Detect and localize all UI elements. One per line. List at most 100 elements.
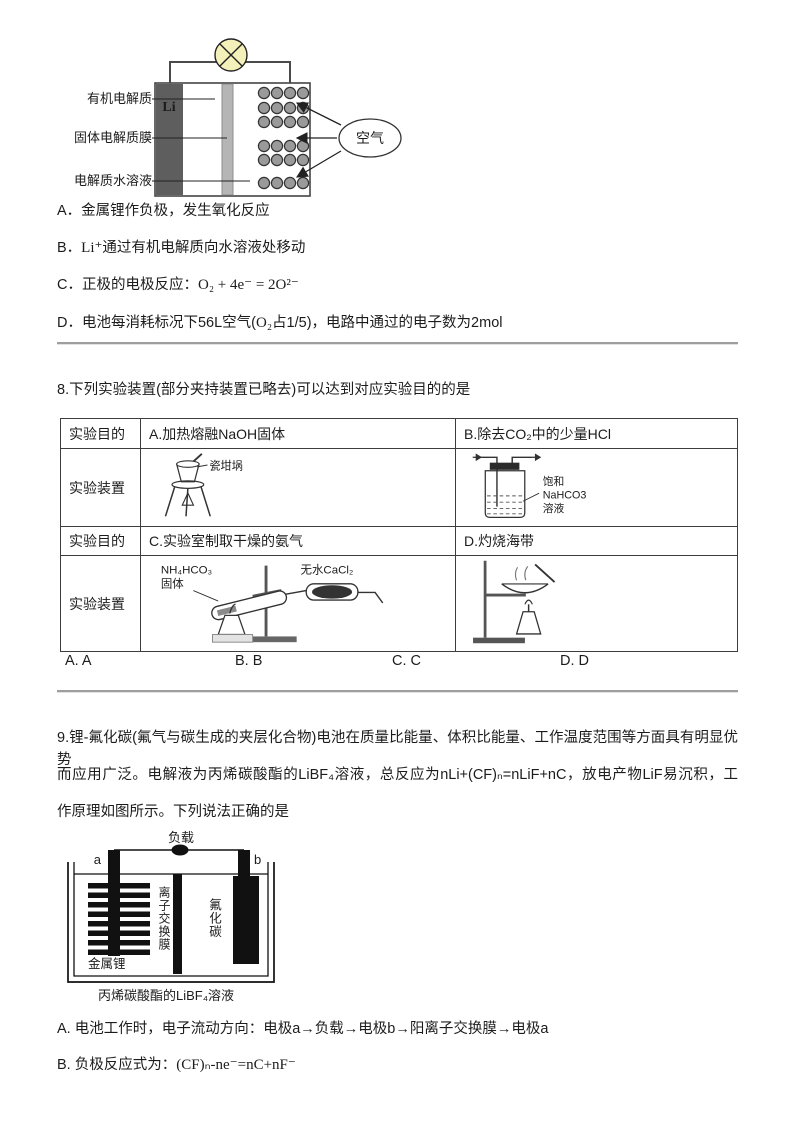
row-header: 实验装置 xyxy=(60,555,141,652)
q8-option-c-cell: C.实验室制取干燥的氨气 xyxy=(140,526,456,556)
q7-option-d-text: D．电池每消耗标况下56L空气( xyxy=(57,315,256,331)
container-inner xyxy=(73,862,269,977)
solution-label-3: 溶液 xyxy=(543,502,565,515)
lithium-electrode xyxy=(88,850,150,956)
air-bubble-callout xyxy=(338,118,402,158)
q8-answer-b: B. B xyxy=(235,653,263,669)
q8-option-d-cell: D.灼烧海带 xyxy=(455,526,738,556)
q7-option-d-formula: O₂ xyxy=(256,315,273,331)
q9-option-b: B. 负极反应式为：(CF)ₙ-ne⁻=nC+nF⁻ xyxy=(57,1055,296,1075)
table-row: 实验装置 瓷坩埚 xyxy=(60,448,738,527)
q7-option-c: C．正极的电极反应：O₂ + 4e⁻ = 2O²⁻ xyxy=(57,275,299,295)
q8-apparatus-table: 实验目的 A.加热熔融NaOH固体 B.除去CO₂中的少量HCl 实验装置 瓷坩… xyxy=(60,418,738,652)
membrane-label: 离子交换膜 xyxy=(157,885,171,951)
stopper xyxy=(489,462,520,470)
organic-electrolyte-label: 有机电解质 xyxy=(87,91,152,106)
flame xyxy=(229,603,236,614)
section-divider xyxy=(57,342,738,345)
delivery-tube xyxy=(285,589,307,596)
li-electrode-label: Li xyxy=(162,100,175,115)
q9-option-a-text: A. 电池工作时，电子流动方向：电极a→负载→电极b→阳离子交换膜→电极a xyxy=(57,1021,549,1037)
table-row: 实验目的 A.加热熔融NaOH固体 B.除去CO₂中的少量HCl xyxy=(60,418,738,449)
ignition-setup-diagram xyxy=(473,560,556,644)
reagent-label-1: NH₄HCO₃ xyxy=(161,564,213,576)
q9-text-line1: 9.锂-氟化碳(氟气与碳生成的夹层化合物)电池在质量比能量、体积比能量、工作温度… xyxy=(57,730,738,768)
li-air-battery-diagram: Li 有机电解质 固体电解质膜 电解质水溶液 空气 xyxy=(74,38,402,197)
row-header: 实验装置 xyxy=(60,448,141,527)
leader-line xyxy=(522,492,540,502)
stand-base xyxy=(246,636,297,643)
li-cfx-battery-diagram: 负载 a b 金属锂 离子交换膜 氟化碳 丙烯碳酸酯的Li xyxy=(67,830,275,1003)
q9-option-a: A. 电池工作时，电子流动方向：电极a→负载→电极b→阳离子交换膜→电极a xyxy=(57,1019,548,1039)
ion-exchange-membrane xyxy=(173,874,182,974)
q7-option-d: D．电池每消耗标况下56L空气(O₂占1/5)，电路中通过的电子数为2mol xyxy=(57,313,502,333)
terminal-b-label: b xyxy=(254,852,261,867)
lamp-stand-block xyxy=(212,634,254,643)
container-outer xyxy=(67,862,275,983)
q8-answer-c: C. C xyxy=(392,653,421,669)
solid-membrane-label: 固体电解质膜 xyxy=(74,130,152,145)
q7-option-b-text: B． xyxy=(57,240,82,256)
air-arrows xyxy=(295,102,342,178)
aqueous-electrolyte-label: 电解质水溶液 xyxy=(74,173,152,188)
apparatus-b-cell: 饱和 NaHCO3 溶液 xyxy=(455,448,738,527)
table-row: 实验装置 NH₄HCO₃ 固体 无水CaCl₂ xyxy=(60,555,738,652)
gas-flow-arrows xyxy=(472,453,542,462)
alcohol-lamp xyxy=(515,611,542,635)
air-label: 空气 xyxy=(356,130,384,146)
reagent-label-2: 固体 xyxy=(161,577,184,591)
q7-option-a: A．金属锂作负极，发生氧化反应 xyxy=(57,201,270,221)
gas-tubes xyxy=(476,456,532,507)
evaporating-dish xyxy=(501,583,549,594)
q9-option-b-formula: (CF)ₙ-ne⁻=nC+nF⁻ xyxy=(176,1057,296,1073)
load-symbol xyxy=(171,844,189,856)
solid-membrane xyxy=(221,83,234,196)
row-header: 实验目的 xyxy=(60,418,141,449)
cathode-label: 氟化碳 xyxy=(207,898,221,939)
q7-option-c-text: C．正极的电极反应： xyxy=(57,277,198,293)
q9-text-line2: 而应用广泛。电解液为丙烯碳酸酯的LiBF₄溶液，总反应为nLi+(CF)ₙ=nL… xyxy=(57,767,738,783)
flame xyxy=(181,491,195,506)
crucible-rim xyxy=(176,460,200,468)
apparatus-c-cell: NH₄HCO₃ 固体 无水CaCl₂ xyxy=(140,555,456,652)
q9-option-b-text: B. 负极反应式为： xyxy=(57,1057,177,1073)
wash-bottle-diagram: 饱和 NaHCO3 溶液 xyxy=(472,453,587,519)
crucible-label: 瓷坩埚 xyxy=(209,459,243,473)
drying-agent xyxy=(311,585,353,599)
crucible-diagram: 瓷坩埚 xyxy=(164,453,243,517)
ammonia-setup-diagram: NH₄HCO₃ 固体 无水CaCl₂ xyxy=(161,563,384,643)
liquid xyxy=(487,495,523,515)
q8-heading: 8.下列实验装置(部分夹持装置已略去)可以达到对应实验目的的是 xyxy=(57,382,471,398)
fluorocarbon-electrode xyxy=(233,850,259,964)
drying-agent-label: 无水CaCl₂ xyxy=(300,563,353,576)
solution-label-2: NaHCO3 xyxy=(543,490,587,502)
li-electrode xyxy=(156,84,183,195)
q8-option-b-cell: B.除去CO₂中的少量HCl xyxy=(455,418,738,449)
q7-option-a-text: A．金属锂作负极，发生氧化反应 xyxy=(57,203,270,219)
q7-option-b-post: 通过有机电解质向水溶液处移动 xyxy=(102,240,306,256)
anode-label: 金属锂 xyxy=(88,956,126,971)
tripod-legs xyxy=(164,486,211,517)
solution-label-1: 饱和 xyxy=(543,476,565,488)
leader-line xyxy=(197,464,208,468)
leader-lines xyxy=(152,98,250,182)
flame xyxy=(524,599,533,605)
q7-option-b: B．Li⁺通过有机电解质向水溶液处移动 xyxy=(57,238,305,258)
steam xyxy=(514,566,529,581)
q7-option-d-post: 占1/5)，电路中通过的电子数为2mol xyxy=(272,315,503,331)
stand-base xyxy=(473,637,525,644)
q8-option-a-cell: A.加热熔融NaOH固体 xyxy=(140,418,456,449)
row-header: 实验目的 xyxy=(60,526,141,556)
load-label: 负载 xyxy=(168,830,194,845)
apparatus-a-cell: 瓷坩埚 xyxy=(140,448,456,527)
q7-option-c-formula: O₂ + 4e⁻ = 2O²⁻ xyxy=(197,277,299,293)
test-tube xyxy=(211,590,288,621)
q9-text-line3: 作原理如图所示。下列说法正确的是 xyxy=(57,804,289,820)
outlet-tube xyxy=(357,591,384,604)
stirring-rod xyxy=(534,563,556,583)
leader-line xyxy=(193,590,219,602)
q8-answer-a: A. A xyxy=(65,653,92,669)
section-divider xyxy=(57,690,738,693)
q8-answer-d: D. D xyxy=(560,653,589,669)
